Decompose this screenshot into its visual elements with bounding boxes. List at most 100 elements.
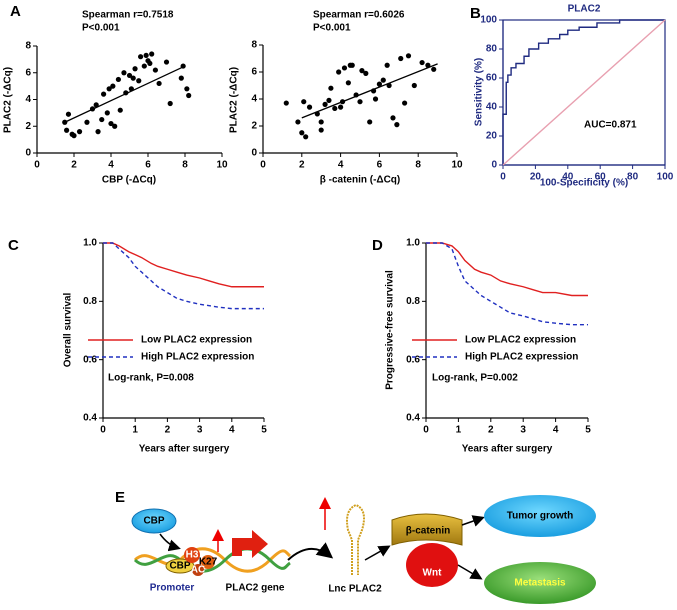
x-tick-label: 3 <box>197 425 203 436</box>
point <box>76 129 83 135</box>
y-tick-label: 0.8 <box>83 296 97 307</box>
x-tick-label: 40 <box>562 172 574 183</box>
x-axis-label: β -catenin (-ΔCq) <box>320 175 401 186</box>
arrow <box>457 564 483 580</box>
point <box>283 100 289 106</box>
point <box>405 53 412 59</box>
y-tick-label: 0.6 <box>83 354 97 365</box>
y-tick-label: 100 <box>480 15 497 26</box>
annotation: P<0.001 <box>313 23 351 34</box>
point <box>384 62 390 68</box>
y-tick-label: 0.8 <box>406 296 420 307</box>
point <box>431 66 437 72</box>
point <box>143 52 149 58</box>
annotation: AUC=0.871 <box>584 120 637 131</box>
point <box>357 99 363 105</box>
diagram-label: CBP <box>169 561 190 572</box>
metastasis-shape <box>484 562 596 604</box>
y-axis-label: Progressive-free survival <box>385 270 396 390</box>
annotation: P<0.001 <box>82 23 120 34</box>
x-tick-label: 20 <box>530 172 542 183</box>
legend-label: High PLAC2 expression <box>141 352 254 363</box>
line-series <box>103 242 264 310</box>
point <box>167 100 173 107</box>
point <box>390 115 396 121</box>
line-series <box>103 242 264 288</box>
x-tick-label: 0 <box>260 160 266 171</box>
x-tick-label: 2 <box>488 425 494 436</box>
histone <box>201 555 215 569</box>
point <box>411 82 417 89</box>
point <box>64 127 70 133</box>
panel-label: E <box>115 489 125 506</box>
point <box>132 66 138 72</box>
x-tick-label: 4 <box>229 425 235 436</box>
x-tick-label: 10 <box>451 160 463 171</box>
legend-label: Low PLAC2 expression <box>465 335 576 346</box>
histone <box>184 547 200 563</box>
point <box>318 127 324 133</box>
diagram-label: Wnt <box>423 568 443 579</box>
lnc-rna <box>346 503 365 575</box>
point <box>402 100 408 106</box>
point <box>101 91 107 97</box>
x-tick-label: 1 <box>456 425 462 436</box>
x-axis-label: 100-Specificity (%) <box>540 178 628 189</box>
point <box>299 130 305 136</box>
point <box>328 85 334 91</box>
point <box>332 105 338 112</box>
y-tick-label: 4 <box>251 94 257 105</box>
y-tick-label: 4 <box>25 94 31 105</box>
diagram-label: Tumor growth <box>507 511 573 522</box>
diagram-label: β-catenin <box>406 526 450 537</box>
point <box>99 116 105 123</box>
x-tick-label: 0 <box>100 425 106 436</box>
x-tick-label: 8 <box>182 160 188 171</box>
annotation: Log-rank, P=0.002 <box>432 373 518 384</box>
point <box>136 78 142 84</box>
point <box>345 80 351 86</box>
diagram-label: CBP <box>143 516 164 527</box>
x-tick-label: 6 <box>377 160 383 171</box>
point <box>71 133 77 139</box>
diagram-label: AC <box>191 565 205 576</box>
annotation: Log-rank, P=0.008 <box>108 373 194 384</box>
y-axis-label: Sensitivity (%) <box>474 58 485 126</box>
x-tick-label: 4 <box>553 425 559 436</box>
point <box>149 51 155 57</box>
arrow <box>159 533 181 552</box>
point <box>84 119 90 125</box>
diagram-label: H3 <box>186 550 199 561</box>
point <box>184 86 190 92</box>
point <box>306 104 313 110</box>
wnt-shape <box>406 543 458 587</box>
point <box>376 81 382 87</box>
y-tick-label: 0 <box>251 148 257 159</box>
diagram-label: Lnc PLAC2 <box>328 584 382 595</box>
line-series <box>502 19 666 166</box>
y-tick-label: 0.4 <box>83 413 97 424</box>
fit-line <box>301 63 438 119</box>
line-series <box>426 242 588 297</box>
y-tick-label: 20 <box>486 131 498 142</box>
x-axis-label: CBP (-ΔCq) <box>102 175 156 186</box>
transcription-arrow <box>232 530 268 558</box>
y-axis-label: PLAC2 (-ΔCq) <box>3 67 14 133</box>
point <box>326 97 332 103</box>
legend-label: High PLAC2 expression <box>465 352 578 363</box>
x-tick-label: 2 <box>71 160 77 171</box>
legend-label: Low PLAC2 expression <box>141 335 252 346</box>
point <box>117 107 123 113</box>
panel-label: B <box>470 5 481 22</box>
diagram-label: K27 <box>199 557 218 568</box>
point <box>341 65 348 71</box>
x-tick-label: 0 <box>500 172 506 183</box>
chart-title: PLAC2 <box>568 4 601 15</box>
x-axis-label: Years after surgery <box>462 444 553 455</box>
arrow <box>461 515 485 527</box>
point <box>338 104 344 110</box>
catenin-shape <box>391 513 463 546</box>
point <box>303 134 309 140</box>
x-tick-label: 10 <box>216 160 228 171</box>
